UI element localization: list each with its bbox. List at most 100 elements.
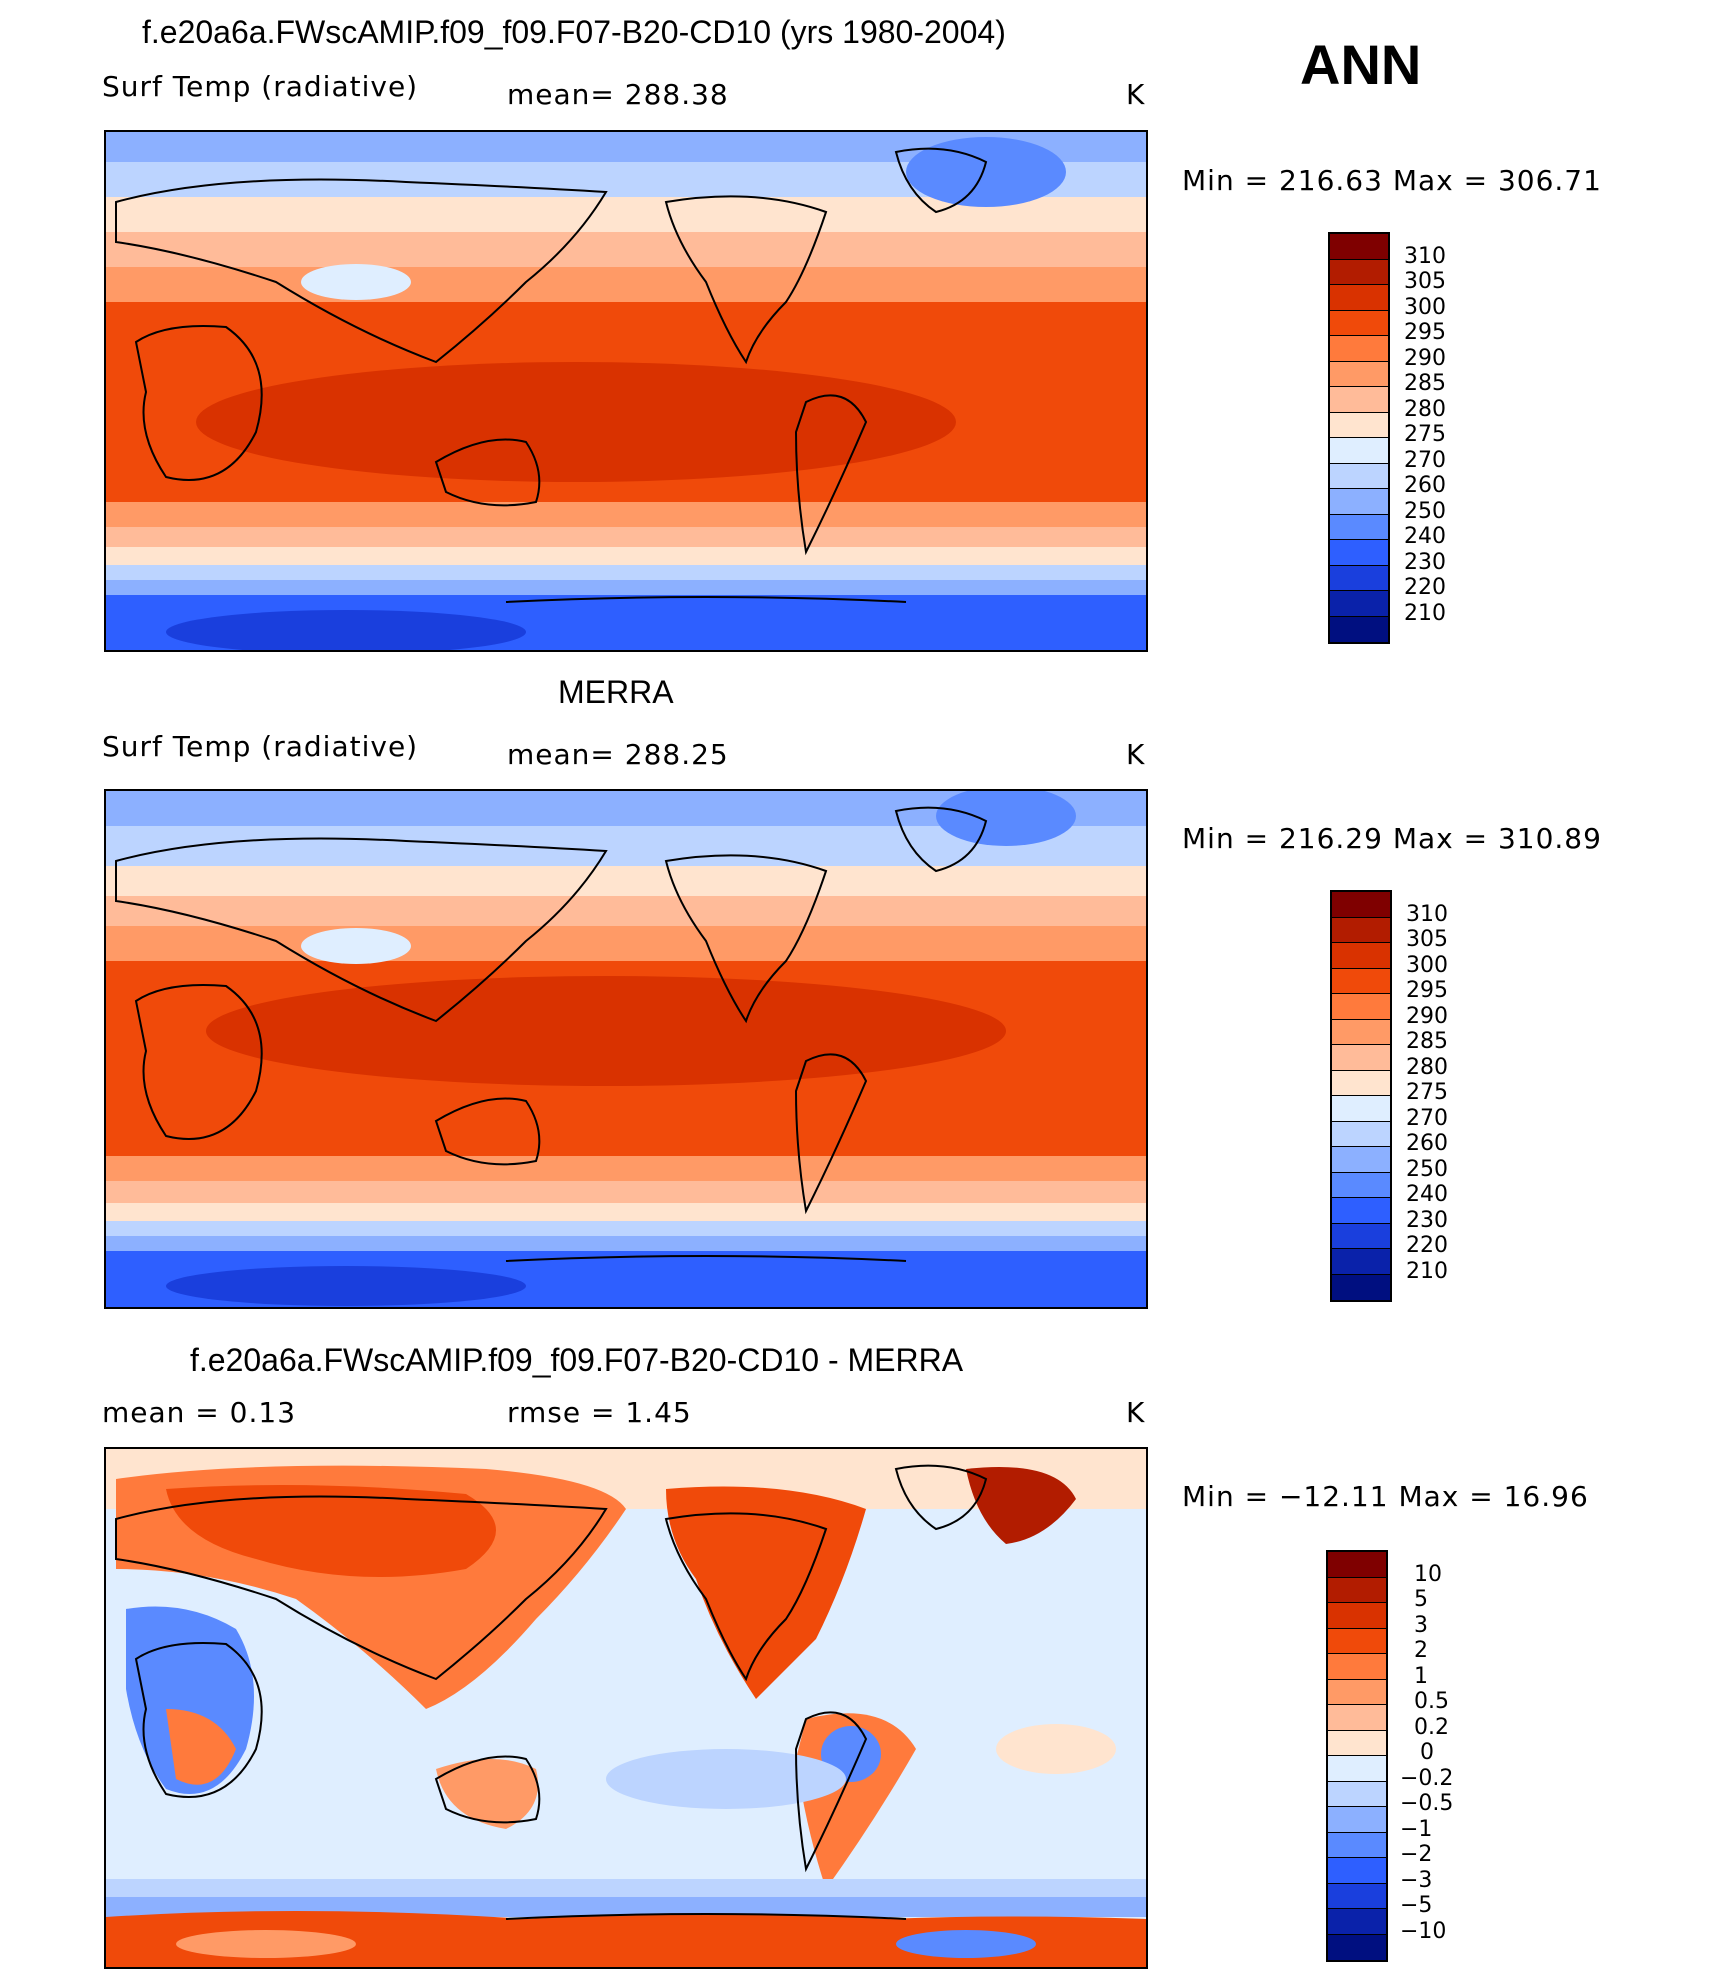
colorbar-label: −1 — [1400, 1817, 1433, 1842]
colorbar-label: 10 — [1414, 1562, 1442, 1587]
colorbar-label: 210 — [1404, 601, 1446, 626]
colorbar-swatch — [1330, 565, 1388, 591]
colorbar-label: 275 — [1404, 422, 1446, 447]
colorbar-swatch — [1332, 1096, 1390, 1122]
panel2-colorbar — [1330, 890, 1392, 1302]
panel2-map-field — [106, 791, 1146, 1307]
colorbar-label: 230 — [1404, 550, 1446, 575]
colorbar-swatch — [1330, 310, 1388, 336]
colorbar-swatch — [1330, 387, 1388, 413]
colorbar-swatch — [1328, 1807, 1386, 1833]
colorbar-swatch — [1330, 463, 1388, 489]
colorbar-label: −5 — [1400, 1893, 1433, 1918]
colorbar-swatch — [1332, 1172, 1390, 1198]
panel2-variable-label: Surf Temp (radiative) — [102, 730, 419, 763]
colorbar-label: 305 — [1406, 927, 1448, 952]
colorbar-label: 295 — [1404, 320, 1446, 345]
colorbar-swatch — [1328, 1577, 1386, 1603]
colorbar-label: 0 — [1420, 1740, 1434, 1765]
colorbar-swatch — [1332, 1045, 1390, 1071]
colorbar-label: 0.5 — [1414, 1689, 1449, 1714]
colorbar-swatch — [1330, 336, 1388, 362]
colorbar-label: −2 — [1400, 1842, 1433, 1867]
colorbar-swatch — [1328, 1883, 1386, 1909]
colorbar-label: 280 — [1406, 1055, 1448, 1080]
panel3-minmax: Min = −12.11 Max = 16.96 — [1182, 1480, 1589, 1513]
colorbar-swatch — [1332, 994, 1390, 1020]
colorbar-label: 270 — [1404, 448, 1446, 473]
colorbar-swatch — [1332, 1274, 1390, 1300]
colorbar-swatch — [1332, 1070, 1390, 1096]
colorbar-swatch — [1328, 1909, 1386, 1935]
colorbar-swatch — [1330, 361, 1388, 387]
colorbar-label: 260 — [1404, 473, 1446, 498]
colorbar-label: 5 — [1414, 1587, 1428, 1612]
colorbar-label: −10 — [1400, 1919, 1447, 1944]
colorbar-label: 260 — [1406, 1131, 1448, 1156]
colorbar-label: 300 — [1406, 953, 1448, 978]
panel3-rmse-label: rmse = 1.45 — [507, 1396, 692, 1429]
colorbar-swatch — [1328, 1858, 1386, 1884]
colorbar-label: 250 — [1404, 499, 1446, 524]
panel1-map — [104, 130, 1148, 652]
colorbar-swatch — [1332, 917, 1390, 943]
colorbar-swatch — [1328, 1603, 1386, 1629]
colorbar-label: 305 — [1404, 269, 1446, 294]
panel2-mean-label: mean= 288.25 — [507, 738, 729, 771]
colorbar-label: 2 — [1414, 1638, 1428, 1663]
colorbar-swatch — [1332, 1249, 1390, 1275]
colorbar-swatch — [1330, 412, 1388, 438]
colorbar-label: 3 — [1414, 1613, 1428, 1638]
panel1-map-field — [106, 132, 1146, 650]
colorbar-swatch — [1330, 234, 1388, 260]
colorbar-label: 285 — [1406, 1029, 1448, 1054]
colorbar-swatch — [1328, 1552, 1386, 1578]
colorbar-label: −0.2 — [1400, 1766, 1454, 1791]
panel1-variable-label: Surf Temp (radiative) — [102, 70, 419, 103]
colorbar-swatch — [1328, 1628, 1386, 1654]
colorbar-swatch — [1332, 1223, 1390, 1249]
colorbar-label: −3 — [1400, 1868, 1433, 1893]
colorbar-swatch — [1328, 1705, 1386, 1731]
colorbar-label: 1 — [1414, 1664, 1428, 1689]
colorbar-swatch — [1330, 259, 1388, 285]
colorbar-label: 280 — [1404, 397, 1446, 422]
colorbar-swatch — [1330, 489, 1388, 515]
colorbar-swatch — [1330, 616, 1388, 642]
panel1-units: K — [1126, 78, 1146, 111]
colorbar-swatch — [1330, 285, 1388, 311]
colorbar-label: 240 — [1406, 1182, 1448, 1207]
colorbar-label: 270 — [1406, 1106, 1448, 1131]
colorbar-label: 220 — [1404, 575, 1446, 600]
colorbar-swatch — [1330, 514, 1388, 540]
panel1-minmax: Min = 216.63 Max = 306.71 — [1182, 164, 1602, 197]
colorbar-label: 290 — [1406, 1004, 1448, 1029]
colorbar-label: −0.5 — [1400, 1791, 1454, 1816]
colorbar-label: 300 — [1404, 295, 1446, 320]
panel3-units: K — [1126, 1396, 1146, 1429]
colorbar-swatch — [1332, 892, 1390, 918]
panel1-title: f.e20a6a.FWscAMIP.f09_f09.F07-B20-CD10 (… — [142, 14, 1006, 50]
panel2-title: MERRA — [558, 674, 674, 710]
colorbar-label: 0.2 — [1414, 1715, 1449, 1740]
colorbar-label: 310 — [1406, 902, 1448, 927]
colorbar-swatch — [1332, 1198, 1390, 1224]
season-label: ANN — [1300, 33, 1422, 96]
colorbar-swatch — [1330, 591, 1388, 617]
colorbar-swatch — [1328, 1781, 1386, 1807]
colorbar-label: 230 — [1406, 1208, 1448, 1233]
colorbar-swatch — [1328, 1730, 1386, 1756]
colorbar-label: 290 — [1404, 346, 1446, 371]
colorbar-swatch — [1328, 1934, 1386, 1960]
panel3-title: f.e20a6a.FWscAMIP.f09_f09.F07-B20-CD10 -… — [190, 1342, 964, 1378]
colorbar-swatch — [1328, 1679, 1386, 1705]
colorbar-swatch — [1332, 1121, 1390, 1147]
colorbar-label: 250 — [1406, 1157, 1448, 1182]
colorbar-swatch — [1328, 1832, 1386, 1858]
colorbar-label: 220 — [1406, 1233, 1448, 1258]
colorbar-swatch — [1328, 1654, 1386, 1680]
panel3-mean-label: mean = 0.13 — [102, 1396, 297, 1429]
panel3-map — [104, 1447, 1148, 1969]
colorbar-swatch — [1332, 1019, 1390, 1045]
colorbar-swatch — [1332, 943, 1390, 969]
